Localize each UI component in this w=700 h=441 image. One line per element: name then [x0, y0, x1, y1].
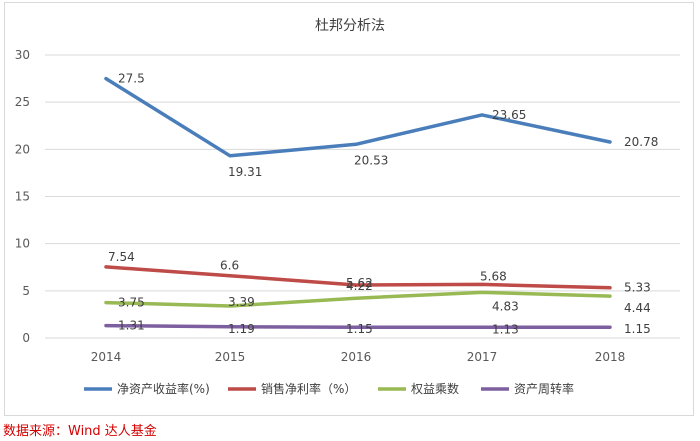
source-note: 数据来源：Wind 达人基金 — [3, 424, 157, 439]
data-label-asset-turnover: 1.15 — [346, 322, 373, 336]
data-label-equity-multiplier: 4.22 — [346, 279, 373, 293]
y-tick-label: 15 — [15, 190, 30, 204]
data-label-roe: 20.78 — [624, 135, 658, 149]
y-tick-label: 20 — [15, 142, 30, 156]
chart-frame — [4, 2, 694, 416]
y-tick-label: 30 — [15, 48, 30, 62]
data-label-equity-multiplier: 3.75 — [118, 296, 145, 310]
data-label-asset-turnover: 1.31 — [118, 319, 145, 333]
legend-label-net-margin: 销售净利率（%） — [261, 381, 356, 396]
data-label-roe: 19.31 — [228, 165, 262, 179]
series-line-net-margin — [104, 265, 612, 290]
x-tick-label: 2016 — [341, 350, 372, 364]
data-label-equity-multiplier: 4.44 — [624, 301, 651, 315]
y-tick-label: 25 — [15, 95, 30, 109]
legend-label-asset-turnover: 资产周转率 — [514, 381, 574, 396]
data-label-roe: 20.53 — [354, 153, 388, 167]
data-label-net-margin: 7.54 — [108, 250, 135, 264]
data-label-net-margin: 5.62 — [346, 276, 373, 290]
series-line-roe — [104, 76, 612, 158]
data-label-roe: 27.5 — [118, 72, 145, 86]
data-label-asset-turnover: 1.15 — [624, 322, 651, 336]
y-tick-label: 10 — [15, 237, 30, 251]
data-label-net-margin: 5.33 — [624, 281, 651, 295]
series-line-asset-turnover — [104, 323, 612, 330]
data-label-asset-turnover: 1.13 — [492, 322, 519, 336]
x-tick-label: 2014 — [91, 350, 122, 364]
x-tick-label: 2015 — [215, 350, 246, 364]
line-chart: 杜邦分析法 0 5 10 15 20 25 30 2014 2015 2016 2017 2018 27.… — [15, 18, 680, 396]
data-label-asset-turnover: 1.19 — [228, 322, 255, 336]
x-tick-label: 2017 — [467, 350, 498, 364]
legend-label-equity-multiplier: 权益乘数 — [411, 381, 459, 396]
x-tick-label: 2018 — [595, 350, 626, 364]
data-label-equity-multiplier: 3.39 — [228, 295, 255, 309]
series-line-equity-multiplier — [104, 290, 612, 308]
data-label-roe: 23.65 — [492, 108, 526, 122]
data-label-equity-multiplier: 4.83 — [492, 299, 519, 313]
data-label-net-margin: 5.68 — [480, 269, 507, 283]
y-tick-label: 5 — [22, 284, 30, 298]
data-label-net-margin: 6.6 — [220, 259, 239, 273]
y-tick-label: 0 — [22, 331, 30, 345]
chart-title: 杜邦分析法 — [315, 18, 385, 34]
legend-label-roe: 净资产收益率(%) — [117, 381, 210, 396]
